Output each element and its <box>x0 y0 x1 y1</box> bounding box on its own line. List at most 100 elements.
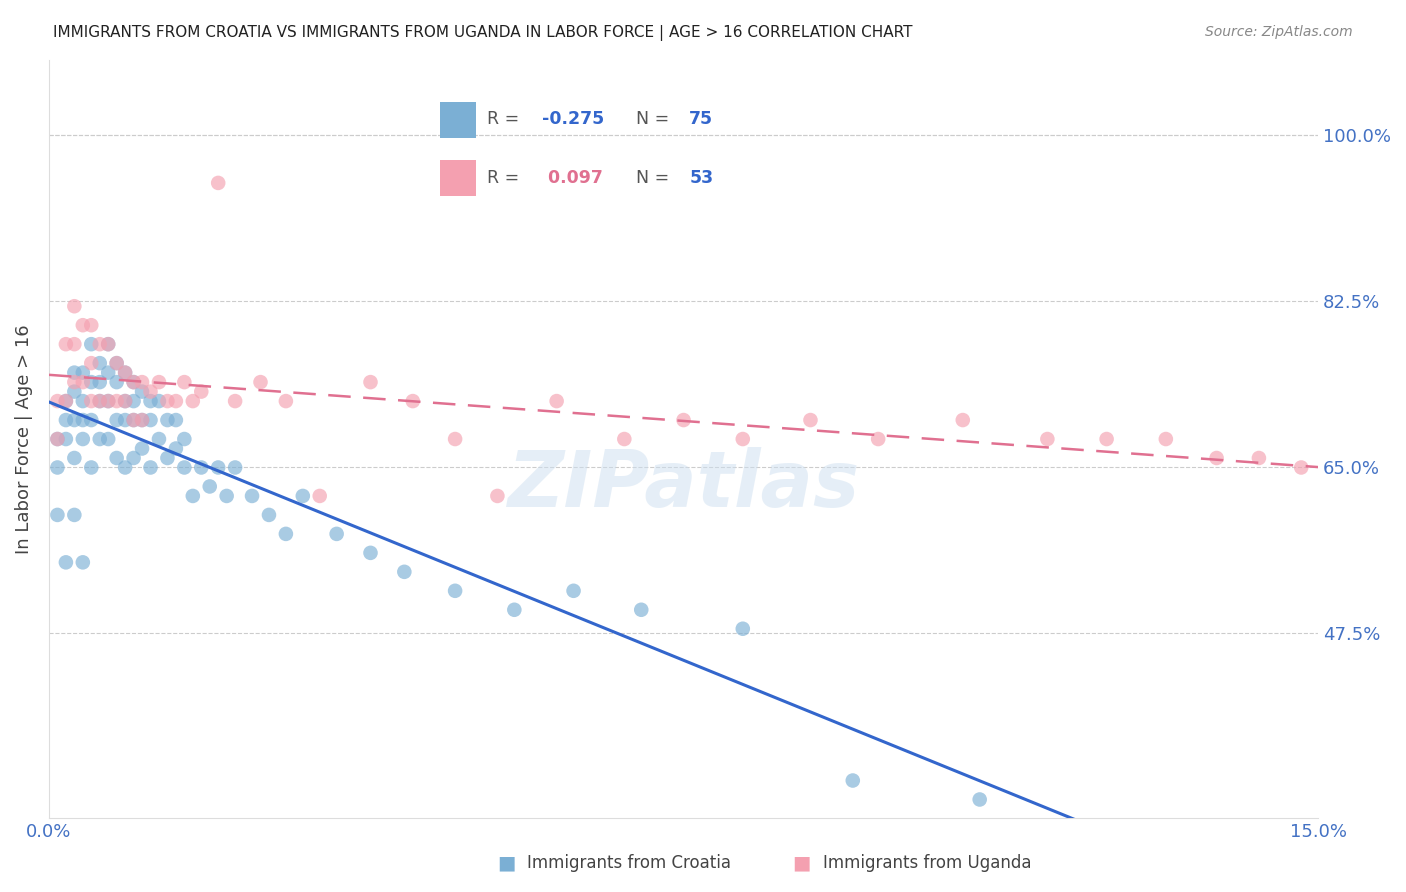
Point <box>80 318 103 333</box>
Text: ■: ■ <box>496 854 516 872</box>
Point <box>89 394 111 409</box>
Point <box>63 384 86 399</box>
Point <box>97 394 120 409</box>
Point <box>173 375 195 389</box>
Point <box>360 546 382 560</box>
Point <box>139 413 162 427</box>
Point <box>139 460 162 475</box>
Point <box>672 413 695 427</box>
Point <box>165 442 187 456</box>
Text: ■: ■ <box>792 854 811 872</box>
Point <box>402 394 425 409</box>
Y-axis label: In Labor Force | Age > 16: In Labor Force | Age > 16 <box>15 324 32 554</box>
Point <box>731 622 754 636</box>
Point <box>139 394 162 409</box>
Point <box>131 384 153 399</box>
Point <box>72 375 94 389</box>
Point <box>156 394 179 409</box>
Text: Immigrants from Uganda: Immigrants from Uganda <box>823 855 1031 872</box>
Point <box>207 176 229 190</box>
Point <box>486 489 509 503</box>
Point <box>72 555 94 569</box>
Point <box>1095 432 1118 446</box>
Point <box>105 394 128 409</box>
Point <box>224 460 246 475</box>
Point <box>63 413 86 427</box>
Point <box>89 375 111 389</box>
Point <box>46 394 69 409</box>
Point <box>207 460 229 475</box>
Point <box>224 394 246 409</box>
Text: ZIPatlas: ZIPatlas <box>508 447 859 523</box>
Point <box>46 432 69 446</box>
Point <box>274 527 297 541</box>
Point <box>114 460 136 475</box>
Point <box>165 394 187 409</box>
Point <box>181 489 204 503</box>
Point <box>1205 450 1227 465</box>
Point <box>55 555 77 569</box>
Point <box>613 432 636 446</box>
Point <box>308 489 330 503</box>
Point <box>80 394 103 409</box>
Point <box>114 413 136 427</box>
Point <box>274 394 297 409</box>
Point <box>55 394 77 409</box>
Point <box>148 375 170 389</box>
Point <box>63 375 86 389</box>
Point <box>80 375 103 389</box>
Point <box>969 792 991 806</box>
Point <box>89 337 111 351</box>
Point <box>63 337 86 351</box>
Point <box>173 460 195 475</box>
Point <box>72 432 94 446</box>
Point <box>55 337 77 351</box>
Point <box>97 366 120 380</box>
Point <box>114 394 136 409</box>
Point <box>546 394 568 409</box>
Point <box>122 413 145 427</box>
Point <box>72 318 94 333</box>
Point <box>72 413 94 427</box>
Point <box>240 489 263 503</box>
Point <box>55 394 77 409</box>
Point <box>89 432 111 446</box>
Point <box>842 773 865 788</box>
Point <box>131 375 153 389</box>
Point <box>1247 450 1270 465</box>
Point <box>122 450 145 465</box>
Point <box>799 413 821 427</box>
Point <box>55 413 77 427</box>
Text: IMMIGRANTS FROM CROATIA VS IMMIGRANTS FROM UGANDA IN LABOR FORCE | AGE > 16 CORR: IMMIGRANTS FROM CROATIA VS IMMIGRANTS FR… <box>53 25 912 41</box>
Point <box>444 583 467 598</box>
Point <box>105 356 128 370</box>
Point <box>731 432 754 446</box>
Point <box>630 603 652 617</box>
Point <box>122 394 145 409</box>
Point <box>122 375 145 389</box>
Point <box>105 375 128 389</box>
Point <box>394 565 416 579</box>
Point <box>165 413 187 427</box>
Point <box>156 413 179 427</box>
Point <box>46 460 69 475</box>
Point <box>80 356 103 370</box>
Point <box>122 413 145 427</box>
Point <box>63 299 86 313</box>
Text: Immigrants from Croatia: Immigrants from Croatia <box>527 855 731 872</box>
Point <box>105 450 128 465</box>
Point <box>89 356 111 370</box>
Point <box>63 508 86 522</box>
Point <box>139 384 162 399</box>
Point <box>148 394 170 409</box>
Point <box>97 337 120 351</box>
Point <box>114 394 136 409</box>
Point <box>80 460 103 475</box>
Point <box>63 366 86 380</box>
Point <box>46 508 69 522</box>
Point <box>105 356 128 370</box>
Point <box>190 384 212 399</box>
Point <box>1289 460 1312 475</box>
Point <box>325 527 347 541</box>
Point <box>215 489 238 503</box>
